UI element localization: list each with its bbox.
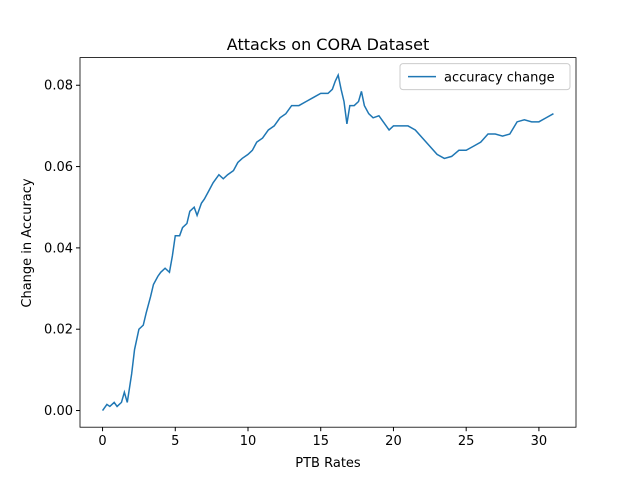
data-line <box>101 72 554 411</box>
x-tick-label: 30 <box>531 434 548 449</box>
y-tick-label: 0.00 <box>44 404 73 419</box>
x-tick-label: 5 <box>171 434 179 449</box>
y-tick-label: 0.08 <box>44 79 73 94</box>
legend-box <box>399 63 571 91</box>
x-axis-label: PTB Rates <box>295 456 361 471</box>
x-tick-label: 20 <box>385 434 402 449</box>
y-axis-label: Change in Accuracy <box>20 178 35 308</box>
y-tick-label: 0.06 <box>44 160 73 175</box>
x-tick-label: 10 <box>240 434 257 449</box>
legend-label: accuracy change <box>444 71 555 86</box>
x-tick-label: 0 <box>98 434 106 449</box>
y-tick-label: 0.02 <box>44 323 73 338</box>
x-tick-label: 15 <box>312 434 329 449</box>
x-tick-label: 25 <box>458 434 475 449</box>
chart-title: Attacks on CORA Dataset <box>227 35 429 54</box>
y-tick-label: 0.04 <box>44 241 73 256</box>
plot-frame <box>79 57 577 428</box>
